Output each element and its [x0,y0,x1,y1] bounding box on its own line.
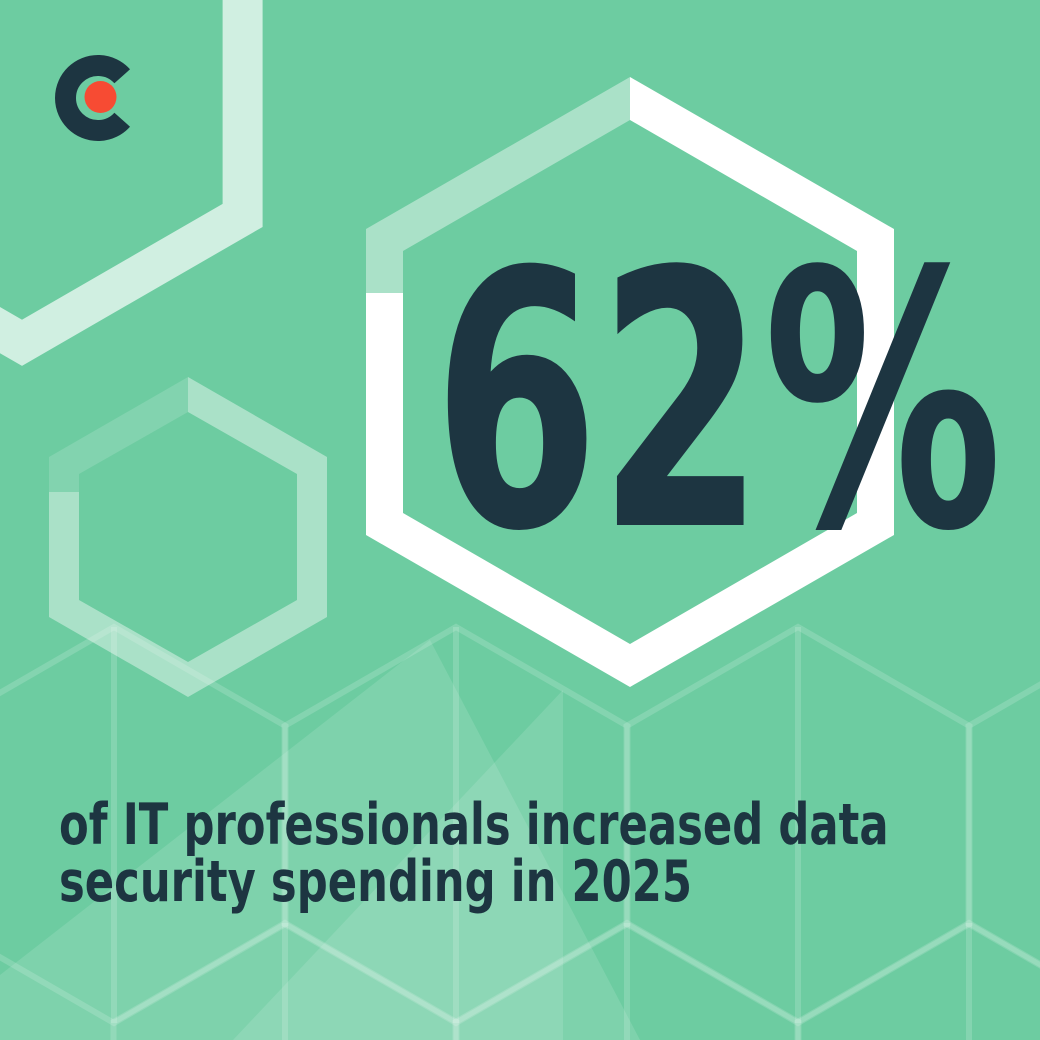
caption: of IT professionals increased data secur… [59,797,895,911]
caption-line-1: of IT professionals increased data [59,792,889,858]
light-wedge-overlay-icon [233,690,563,1040]
brand-logo [55,55,130,141]
hexagon-large-faded-segment-icon [366,77,630,293]
hexagon-outline-top-left-icon [0,0,263,366]
logo-dot-icon [84,81,117,113]
logo-c-icon [55,55,130,141]
light-wedge-icon [0,640,640,1040]
hexagon-outline-mid-left-icon [49,377,327,697]
caption-line-2: security spending in 2025 [59,849,693,915]
hexagon-outline-mid-left-faded-icon [49,377,188,492]
stat-value: 62% [433,197,1003,609]
honeycomb-pattern-icon [0,623,1040,1040]
